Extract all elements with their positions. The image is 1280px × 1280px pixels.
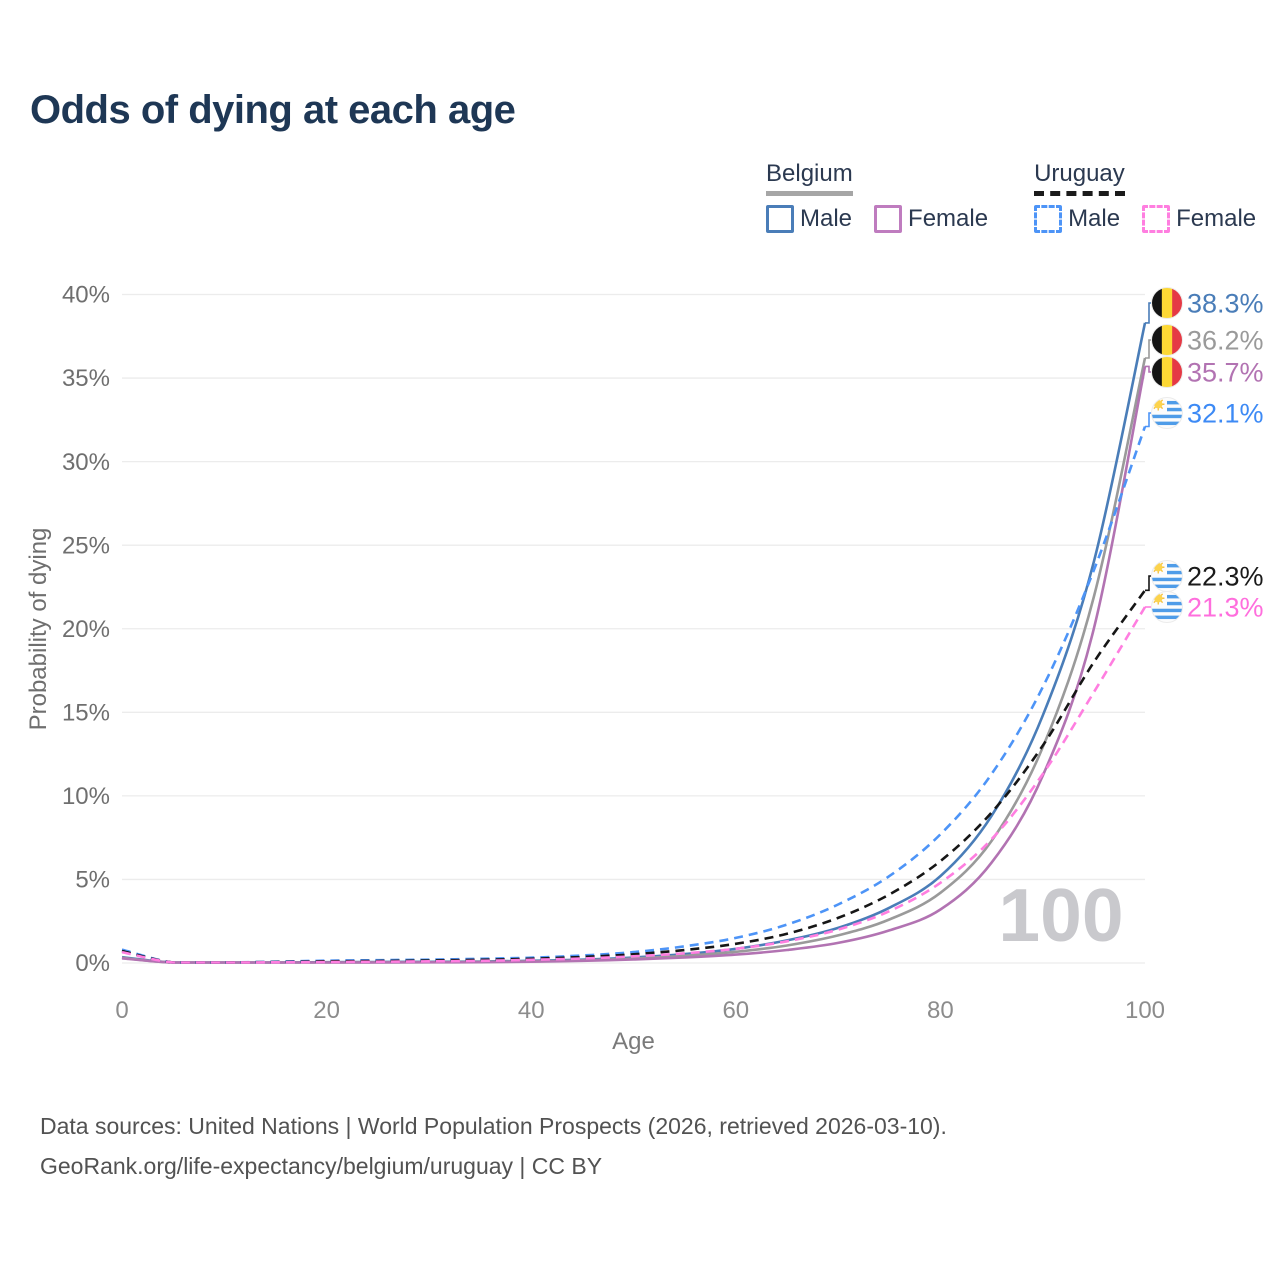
end-label-value: 36.2%	[1187, 325, 1264, 355]
end-label-connector	[1145, 302, 1151, 324]
series-line-belgium-total[interactable]	[121, 357, 1147, 964]
end-label-connector	[1145, 412, 1151, 428]
series-line-uruguay-total[interactable]	[121, 589, 1147, 964]
legend-item-label: Female	[1176, 205, 1257, 232]
flag-uruguay-icon	[1151, 397, 1183, 429]
belgium-male-swatch-icon	[766, 205, 794, 233]
end-label-belgium-total: 36.2%	[1151, 324, 1264, 356]
end-label-value: 38.3%	[1187, 288, 1264, 318]
footer-attribution-line: GeoRank.org/life-expectancy/belgium/urug…	[40, 1153, 603, 1180]
end-label-value: 21.3%	[1187, 592, 1264, 622]
footer: Data sources: United Nations | World Pop…	[40, 1106, 947, 1187]
end-label-uruguay-total: 22.3%	[1151, 560, 1264, 592]
y-tick-label: 15%	[62, 699, 110, 726]
legend-item-uruguay-male[interactable]: Male	[1034, 205, 1120, 233]
x-tick-label: 0	[115, 997, 128, 1024]
y-tick-label: 5%	[75, 867, 110, 894]
legend-item-belgium-male[interactable]: Male	[766, 205, 852, 233]
legend-country-belgium[interactable]: Belgium	[766, 160, 853, 196]
flag-belgium-icon	[1151, 324, 1183, 356]
y-tick-label: 25%	[62, 532, 110, 559]
end-label-value: 22.3%	[1187, 561, 1264, 591]
x-tick-label: 40	[518, 997, 545, 1024]
x-tick-label: 100	[1125, 997, 1165, 1024]
y-tick-label: 30%	[62, 449, 110, 476]
end-label-connector	[1145, 575, 1151, 592]
legend-group-uruguay: Uruguay Male Female	[1034, 160, 1256, 233]
legend-country-uruguay[interactable]: Uruguay	[1034, 160, 1125, 196]
end-label-belgium-female: 35.7%	[1151, 356, 1264, 388]
uruguay-male-swatch-icon	[1034, 205, 1063, 233]
uruguay-female-swatch-icon	[1142, 205, 1171, 233]
y-tick-label: 0%	[75, 950, 110, 977]
x-tick-label: 60	[722, 997, 749, 1024]
footer-sources-line: Data sources: United Nations | World Pop…	[40, 1113, 947, 1139]
legend: Belgium Male Female Uruguay Male Female	[766, 160, 1256, 233]
series-line-belgium-male[interactable]	[121, 322, 1147, 964]
series-line-uruguay-female[interactable]	[121, 606, 1147, 964]
legend-item-label: Male	[800, 205, 853, 232]
legend-item-label: Female	[908, 205, 989, 232]
end-label-uruguay-male: 32.1%	[1151, 397, 1264, 429]
end-label-connector	[1145, 365, 1151, 373]
end-label-value: 35.7%	[1187, 357, 1264, 387]
flag-belgium-icon	[1151, 287, 1183, 319]
flag-uruguay-icon	[1151, 591, 1183, 623]
series-line-belgium-female[interactable]	[121, 366, 1147, 964]
x-tick-label: 20	[313, 997, 340, 1024]
belgium-female-swatch-icon	[874, 205, 903, 233]
series-line-uruguay-male[interactable]	[121, 426, 1147, 964]
end-label-connector	[1145, 339, 1151, 359]
end-label-belgium-male: 38.3%	[1151, 287, 1264, 319]
end-label-value: 32.1%	[1187, 398, 1264, 428]
legend-item-label: Male	[1068, 205, 1121, 232]
flag-belgium-icon	[1151, 356, 1183, 388]
y-tick-label: 35%	[62, 365, 110, 392]
legend-item-belgium-female[interactable]: Female	[874, 205, 988, 233]
y-tick-label: 40%	[62, 282, 110, 309]
y-tick-label: 20%	[62, 616, 110, 643]
legend-items-uruguay: Male Female	[1034, 205, 1256, 233]
legend-item-uruguay-female[interactable]: Female	[1142, 205, 1256, 233]
y-tick-label: 10%	[62, 783, 110, 810]
legend-items-belgium: Male Female	[766, 205, 988, 233]
end-label-uruguay-female: 21.3%	[1151, 591, 1264, 623]
y-axis-title: Probability of dying	[25, 528, 52, 731]
age-watermark: 100	[998, 873, 1123, 957]
page-title: Odds of dying at each age	[30, 88, 516, 132]
x-tick-label: 80	[927, 997, 954, 1024]
legend-group-belgium: Belgium Male Female	[766, 160, 988, 233]
x-axis-title: Age	[612, 1028, 655, 1055]
